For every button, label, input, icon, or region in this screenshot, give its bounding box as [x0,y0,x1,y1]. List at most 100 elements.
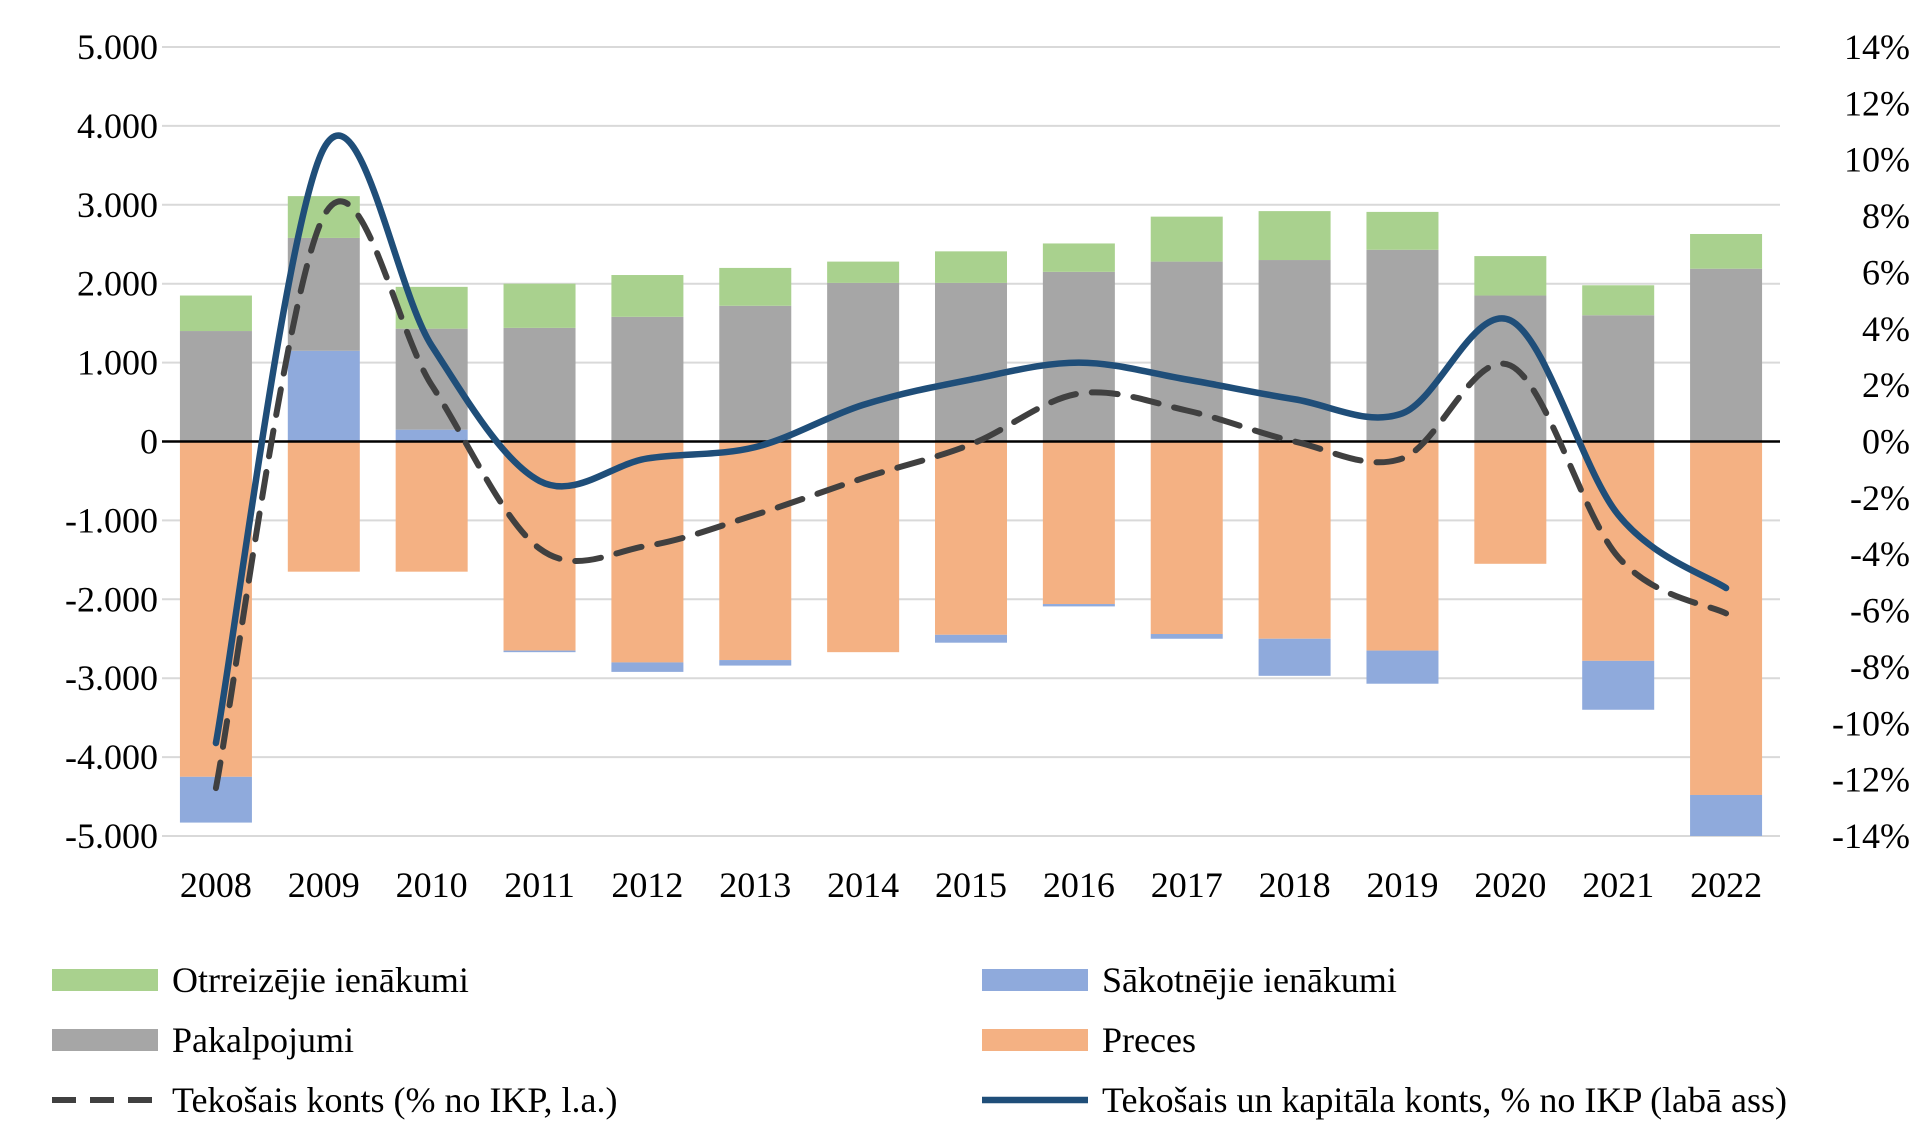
y2-tick-label: -10% [1832,703,1910,743]
legend-label: Tekošais un kapitāla konts, % no IKP (la… [1102,1080,1787,1120]
legend-item: Otrreizējie ienākumi [52,960,469,1000]
bar-pakalpojumi-2018 [1259,260,1331,441]
legend-label: Preces [1102,1020,1196,1060]
x-tick-label: 2022 [1690,865,1762,905]
y2-tick-label: 8% [1862,196,1910,236]
bar-otrreiz-jie-ien-kumi-2019 [1366,212,1438,250]
legend-label: Sākotnējie ienākumi [1102,960,1397,1000]
bar-pakalpojumi-2013 [719,306,791,442]
x-tick-label: 2018 [1259,865,1331,905]
legend-label: Tekošais konts (% no IKP, l.a.) [172,1080,617,1120]
x-axis-tick-labels: 2008 2009 2010 2011 2012 2013 2014 2015 2016 2017… [180,865,1762,905]
x-tick-label: 2008 [180,865,252,905]
x-tick-label: 2019 [1366,865,1438,905]
bar-preces-2013 [719,442,791,661]
x-tick-label: 2015 [935,865,1007,905]
y2-tick-label: -14% [1832,816,1910,856]
x-tick-label: 2016 [1043,865,1115,905]
y2-tick-label: -6% [1850,591,1910,631]
bar-otrreiz-jie-ien-kumi-2013 [719,268,791,306]
y-tick-label: 2.000 [77,264,158,304]
x-tick-label: 2009 [288,865,360,905]
bar-s-kotn-jie-ien-kumi-2018 [1259,639,1331,676]
bar-otrreiz-jie-ien-kumi-2011 [504,284,576,328]
y2-tick-label: -12% [1832,760,1910,800]
bar-pakalpojumi-2009 [288,238,360,351]
legend-swatch [982,969,1088,991]
y2-tick-label: 6% [1862,252,1910,292]
y-tick-label: 0 [140,422,158,462]
right-axis-tick-labels: 14% 12% 10% 8% 6% 4% 2% 0% -2% -4% -6% -8% -10% -12% -… [1832,27,1910,856]
legend-swatch [52,1029,158,1051]
y-tick-label: 5.000 [77,27,158,67]
bar-s-kotn-jie-ien-kumi-2009 [288,351,360,442]
bar-pakalpojumi-2016 [1043,272,1115,442]
y2-tick-label: 10% [1844,140,1910,180]
bar-s-kotn-jie-ien-kumi-2021 [1582,661,1654,710]
bar-pakalpojumi-2017 [1151,262,1223,442]
bar-otrreiz-jie-ien-kumi-2022 [1690,234,1762,269]
legend-item: Sākotnējie ienākumi [982,960,1397,1000]
bar-s-kotn-jie-ien-kumi-2012 [611,662,683,671]
bar-preces-2017 [1151,442,1223,635]
bar-otrreiz-jie-ien-kumi-2016 [1043,243,1115,271]
y-tick-label: -4.000 [65,737,158,777]
y2-tick-label: 2% [1862,365,1910,405]
bar-pakalpojumi-2015 [935,283,1007,442]
bar-preces-2015 [935,442,1007,635]
bar-otrreiz-jie-ien-kumi-2017 [1151,217,1223,262]
bar-series [180,196,1762,836]
y2-tick-label: 14% [1844,27,1910,67]
bar-pakalpojumi-2021 [1582,315,1654,441]
x-tick-label: 2021 [1582,865,1654,905]
y-tick-label: -2.000 [65,579,158,619]
y-tick-label: 1.000 [77,343,158,383]
bar-otrreiz-jie-ien-kumi-2015 [935,251,1007,283]
x-tick-label: 2012 [611,865,683,905]
legend-item: Tekošais konts (% no IKP, l.a.) [52,1080,617,1120]
bar-pakalpojumi-2022 [1690,269,1762,442]
y2-tick-label: -2% [1850,478,1910,518]
x-tick-label: 2011 [504,865,575,905]
bar-preces-2014 [827,442,899,653]
y2-tick-label: 0% [1862,422,1910,462]
bar-preces-2016 [1043,442,1115,605]
legend-item: Preces [982,1020,1196,1060]
bar-otrreiz-jie-ien-kumi-2014 [827,262,899,283]
bar-s-kotn-jie-ien-kumi-2015 [935,635,1007,643]
bar-preces-2020 [1474,442,1546,564]
legend-item: Pakalpojumi [52,1020,354,1060]
bar-preces-2009 [288,442,360,572]
bar-otrreiz-jie-ien-kumi-2020 [1474,256,1546,295]
y2-tick-label: 12% [1844,83,1910,123]
bar-preces-2022 [1690,442,1762,795]
x-tick-label: 2014 [827,865,899,905]
legend-swatch [982,1029,1088,1051]
bar-s-kotn-jie-ien-kumi-2013 [719,660,791,666]
bar-preces-2018 [1259,442,1331,639]
legend-swatch [52,969,158,991]
y-tick-label: -3.000 [65,658,158,698]
y-tick-label: 3.000 [77,185,158,225]
bar-s-kotn-jie-ien-kumi-2011 [504,651,576,653]
x-tick-label: 2017 [1151,865,1223,905]
bar-otrreiz-jie-ien-kumi-2012 [611,275,683,317]
x-tick-label: 2013 [719,865,791,905]
y2-tick-label: -4% [1850,534,1910,574]
bar-pakalpojumi-2012 [611,317,683,442]
bar-pakalpojumi-2011 [504,328,576,442]
legend-item: Tekošais un kapitāla konts, % no IKP (la… [982,1080,1787,1120]
x-tick-label: 2020 [1474,865,1546,905]
y-tick-label: -5.000 [65,816,158,856]
x-tick-label: 2010 [396,865,468,905]
bar-preces-2010 [396,442,468,572]
bar-s-kotn-jie-ien-kumi-2017 [1151,634,1223,639]
y2-tick-label: -8% [1850,647,1910,687]
legend: Otrreizējie ienākumi Sākotnējie ienākumi P… [52,960,1787,1120]
bar-s-kotn-jie-ien-kumi-2016 [1043,604,1115,606]
y-tick-label: 4.000 [77,106,158,146]
bar-otrreiz-jie-ien-kumi-2018 [1259,211,1331,260]
y2-tick-label: 4% [1862,309,1910,349]
